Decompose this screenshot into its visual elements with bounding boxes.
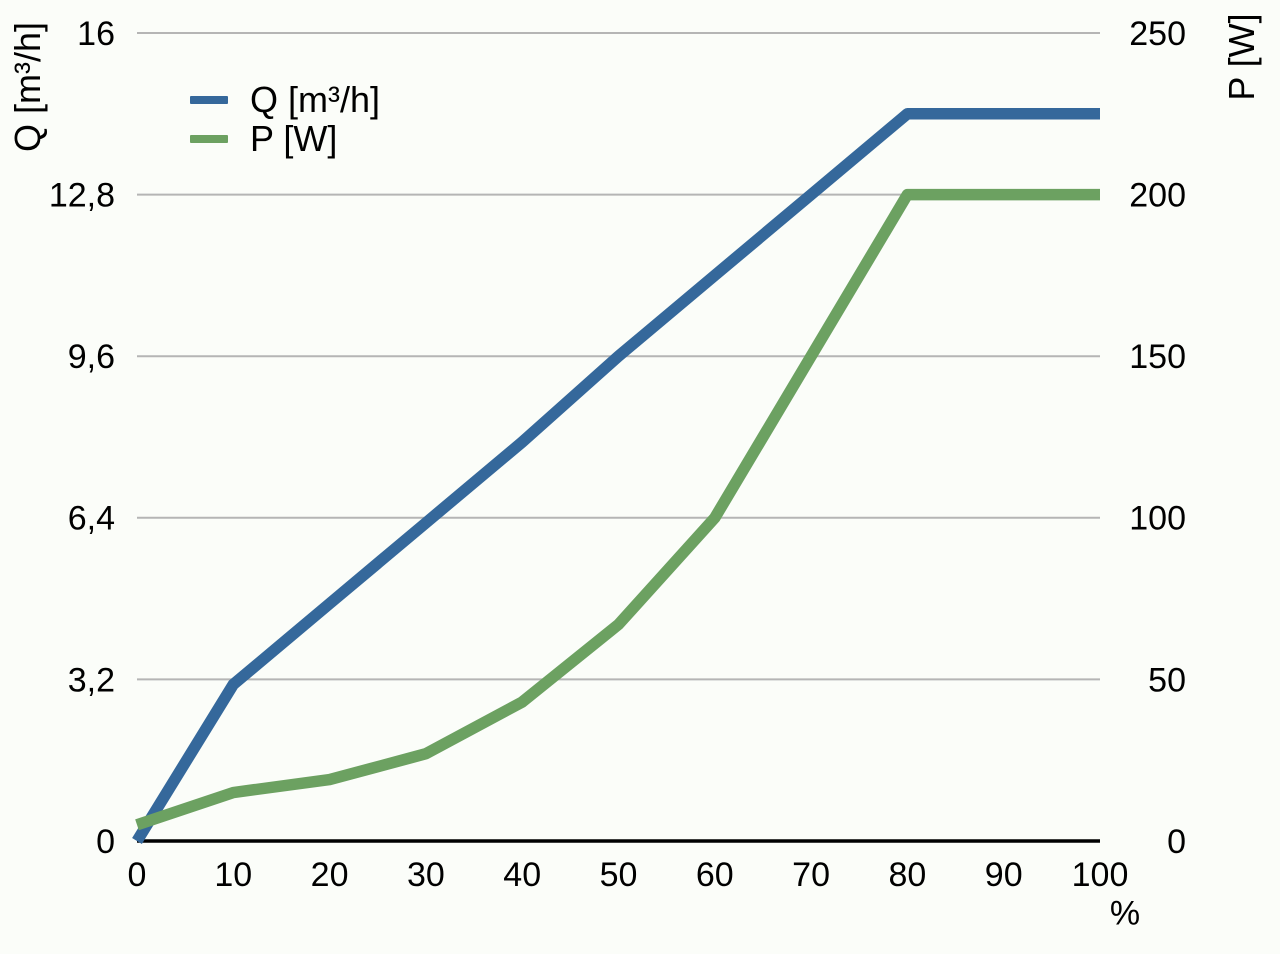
right-axis-tick-label: 150: [1129, 338, 1186, 376]
x-axis-tick-label: 40: [503, 856, 541, 894]
left-axis-title: Q [m³/h]: [7, 21, 48, 153]
legend: Q [m³/h] P [W]: [190, 80, 380, 158]
right-axis-tick-label: 250: [1129, 15, 1186, 53]
left-axis-tick-label: 6,4: [68, 500, 115, 538]
left-axis-tick-label: 16: [77, 15, 115, 53]
left-axis-tick-label: 12,8: [49, 177, 115, 215]
x-axis-tick-label: 80: [888, 856, 926, 894]
x-axis-tick-label: 30: [407, 856, 445, 894]
x-axis-tick-label: 10: [214, 856, 252, 894]
x-axis-tick-label: 100: [1072, 856, 1129, 894]
legend-item-q: Q [m³/h]: [190, 80, 380, 119]
right-axis-tick-label: 50: [1148, 661, 1186, 699]
left-axis-tick-label: 0: [96, 823, 115, 861]
right-axis-tick-label: 200: [1129, 177, 1186, 215]
x-axis-tick-label: 50: [600, 856, 638, 894]
x-axis-tick-label: 60: [696, 856, 734, 894]
x-axis-tick-label: 20: [311, 856, 349, 894]
p-series-label: P [W]: [250, 117, 338, 159]
right-axis-title: P [W]: [1221, 13, 1262, 101]
right-axis-tick-label: 100: [1129, 500, 1186, 538]
x-axis-tick-label: 90: [985, 856, 1023, 894]
left-axis-tick-label: 9,6: [68, 338, 115, 376]
x-axis-tick-label: 0: [128, 856, 147, 894]
x-axis-unit-label: %: [1109, 894, 1141, 933]
q-series-swatch: [190, 95, 228, 104]
legend-item-p: P [W]: [190, 119, 380, 158]
right-axis-tick-label: 0: [1167, 823, 1186, 861]
q-series-label: Q [m³/h]: [250, 78, 381, 120]
q-series-line: [132, 108, 1100, 845]
p-series-line: [135, 188, 1100, 831]
x-axis-tick-label: 70: [792, 856, 830, 894]
left-axis-tick-label: 3,2: [68, 661, 115, 699]
p-series-swatch: [190, 134, 228, 143]
